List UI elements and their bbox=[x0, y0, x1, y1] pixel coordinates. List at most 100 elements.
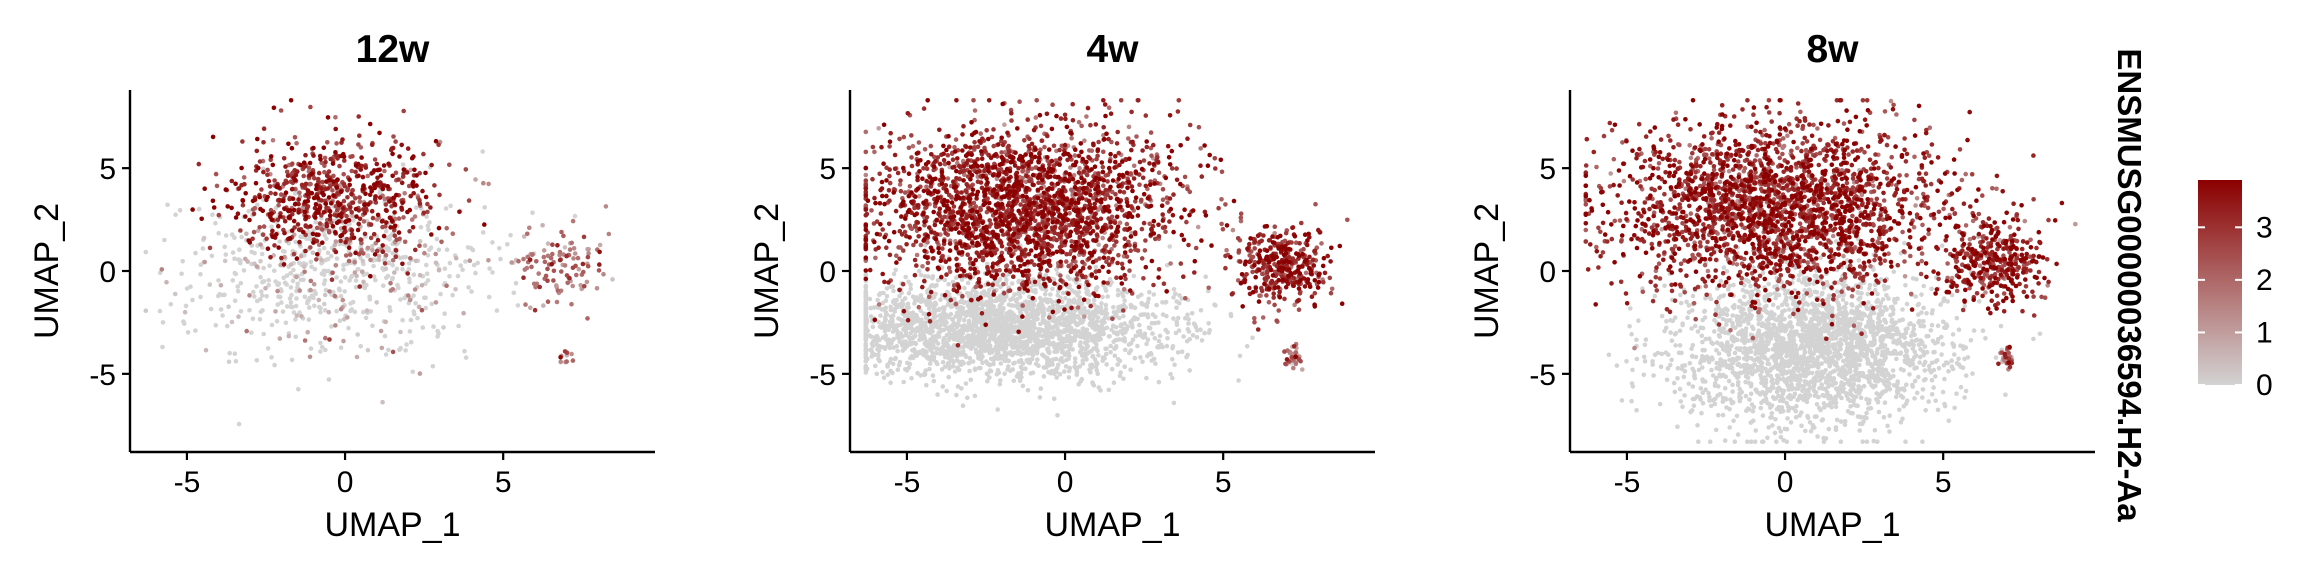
cell-point bbox=[1108, 343, 1113, 349]
cell-point bbox=[399, 180, 405, 186]
cell-point bbox=[308, 181, 313, 187]
cell-point bbox=[1220, 226, 1226, 232]
cell-point bbox=[570, 265, 576, 271]
cell-point bbox=[960, 349, 966, 354]
cell-point bbox=[278, 108, 284, 113]
cell-point bbox=[541, 248, 547, 253]
cell-point bbox=[461, 310, 466, 316]
cell-point bbox=[1076, 297, 1082, 303]
cell-point bbox=[1224, 247, 1229, 253]
cell-point bbox=[370, 323, 375, 329]
cell-point bbox=[1074, 277, 1079, 282]
cell-point bbox=[1055, 413, 1060, 418]
cell-point bbox=[1017, 323, 1023, 329]
cell-point bbox=[315, 252, 320, 257]
cell-point bbox=[562, 349, 568, 354]
cell-point bbox=[1002, 371, 1007, 377]
cell-point bbox=[427, 220, 432, 225]
cell-point bbox=[324, 236, 329, 242]
cell-point bbox=[1150, 331, 1155, 336]
cell-point bbox=[537, 284, 542, 290]
cell-point bbox=[323, 347, 328, 353]
cell-point bbox=[305, 188, 311, 193]
cell-point bbox=[1085, 299, 1091, 305]
cell-point bbox=[1004, 342, 1009, 348]
cell-point bbox=[584, 279, 590, 285]
cell-point bbox=[1009, 310, 1015, 316]
cell-point bbox=[423, 194, 429, 200]
cell-point bbox=[1128, 367, 1133, 373]
cell-point bbox=[928, 300, 933, 306]
cell-point bbox=[412, 214, 418, 219]
cell-point bbox=[954, 392, 959, 398]
cell-point bbox=[327, 213, 333, 218]
cell-point bbox=[334, 208, 340, 213]
cell-point bbox=[394, 237, 400, 243]
cell-point bbox=[424, 262, 429, 268]
cell-point bbox=[1293, 350, 1299, 355]
cell-point bbox=[998, 353, 1003, 359]
cell-point bbox=[232, 270, 238, 276]
cell-point bbox=[1170, 344, 1176, 349]
cell-point bbox=[1301, 246, 1306, 252]
cell-point bbox=[353, 163, 359, 168]
cell-point bbox=[497, 246, 502, 251]
cell-point bbox=[1071, 318, 1077, 324]
cell-point bbox=[384, 208, 389, 213]
cell-point bbox=[382, 256, 388, 262]
cell-point bbox=[207, 282, 213, 287]
cell-point bbox=[1113, 192, 1118, 197]
cell-point bbox=[260, 166, 266, 172]
cell-point bbox=[1223, 202, 1228, 207]
cell-point bbox=[892, 299, 897, 305]
cell-point bbox=[1121, 313, 1126, 319]
cell-point bbox=[325, 250, 331, 256]
cell-point bbox=[299, 182, 305, 188]
cell-point bbox=[1236, 248, 1242, 253]
cell-point bbox=[1051, 143, 1057, 149]
cell-point bbox=[867, 333, 873, 338]
cell-point bbox=[173, 212, 178, 217]
cell-point bbox=[994, 298, 999, 304]
cell-point bbox=[979, 306, 984, 311]
cell-point bbox=[1115, 287, 1121, 293]
cell-point bbox=[353, 278, 359, 283]
cell-point bbox=[893, 355, 898, 361]
y-tick-label: 0 bbox=[99, 256, 116, 289]
cell-point bbox=[952, 145, 957, 150]
cell-point bbox=[350, 187, 356, 193]
cell-point bbox=[417, 239, 423, 244]
cell-point bbox=[293, 317, 298, 322]
cell-point bbox=[322, 278, 328, 283]
cell-point bbox=[869, 354, 875, 359]
cell-point bbox=[408, 339, 414, 345]
cell-point bbox=[420, 325, 426, 330]
cell-point bbox=[494, 308, 500, 313]
cell-point bbox=[1153, 361, 1158, 366]
cell-point bbox=[1154, 302, 1159, 308]
cell-point bbox=[303, 248, 308, 254]
cell-point bbox=[265, 172, 270, 178]
cell-point bbox=[335, 156, 340, 161]
cell-point bbox=[380, 399, 385, 405]
cell-point bbox=[922, 371, 927, 376]
cell-point bbox=[1185, 326, 1191, 332]
cell-point bbox=[562, 245, 568, 250]
cell-point bbox=[1115, 292, 1121, 298]
cell-point bbox=[208, 306, 214, 312]
cell-point bbox=[1048, 371, 1053, 376]
cell-point bbox=[437, 192, 442, 198]
cell-point bbox=[233, 215, 239, 220]
cell-point bbox=[1266, 299, 1272, 305]
cell-point bbox=[893, 267, 898, 273]
cell-point bbox=[1130, 325, 1135, 330]
cell-point bbox=[429, 232, 434, 237]
cell-point bbox=[323, 335, 328, 341]
cell-point bbox=[900, 320, 906, 326]
cell-point bbox=[295, 222, 301, 227]
cell-point bbox=[1026, 331, 1032, 337]
cell-point bbox=[1272, 302, 1277, 308]
cell-point bbox=[350, 154, 355, 159]
cell-point bbox=[371, 263, 376, 269]
cell-point bbox=[438, 291, 443, 297]
